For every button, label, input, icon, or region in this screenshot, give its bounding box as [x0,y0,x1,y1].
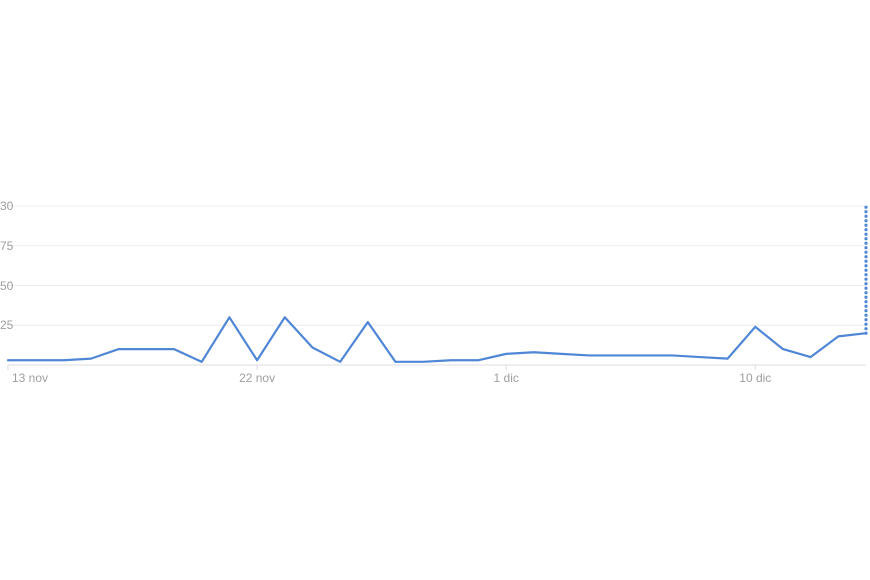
x-tick-label: 13 nov [12,371,48,385]
y-tick-label: 30 [0,199,13,213]
chart-canvas [0,0,870,580]
y-tick-label: 25 [0,318,13,332]
x-tick-label: 1 dic [494,371,519,385]
x-tick-label: 10 dic [739,371,771,385]
series-line [8,317,866,362]
x-tick-label: 22 nov [239,371,275,385]
y-tick-label: 50 [0,279,13,293]
trends-line-chart: 25 50 75 30 13 nov 22 nov 1 dic 10 dic [0,0,870,580]
y-tick-label: 75 [0,239,13,253]
